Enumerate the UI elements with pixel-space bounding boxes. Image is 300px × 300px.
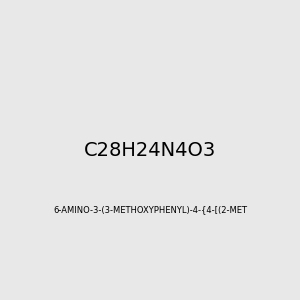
Text: C28H24N4O3: C28H24N4O3 [84, 140, 216, 160]
Text: 6-AMINO-3-(3-METHOXYPHENYL)-4-{4-[(2-MET: 6-AMINO-3-(3-METHOXYPHENYL)-4-{4-[(2-MET [53, 206, 247, 214]
